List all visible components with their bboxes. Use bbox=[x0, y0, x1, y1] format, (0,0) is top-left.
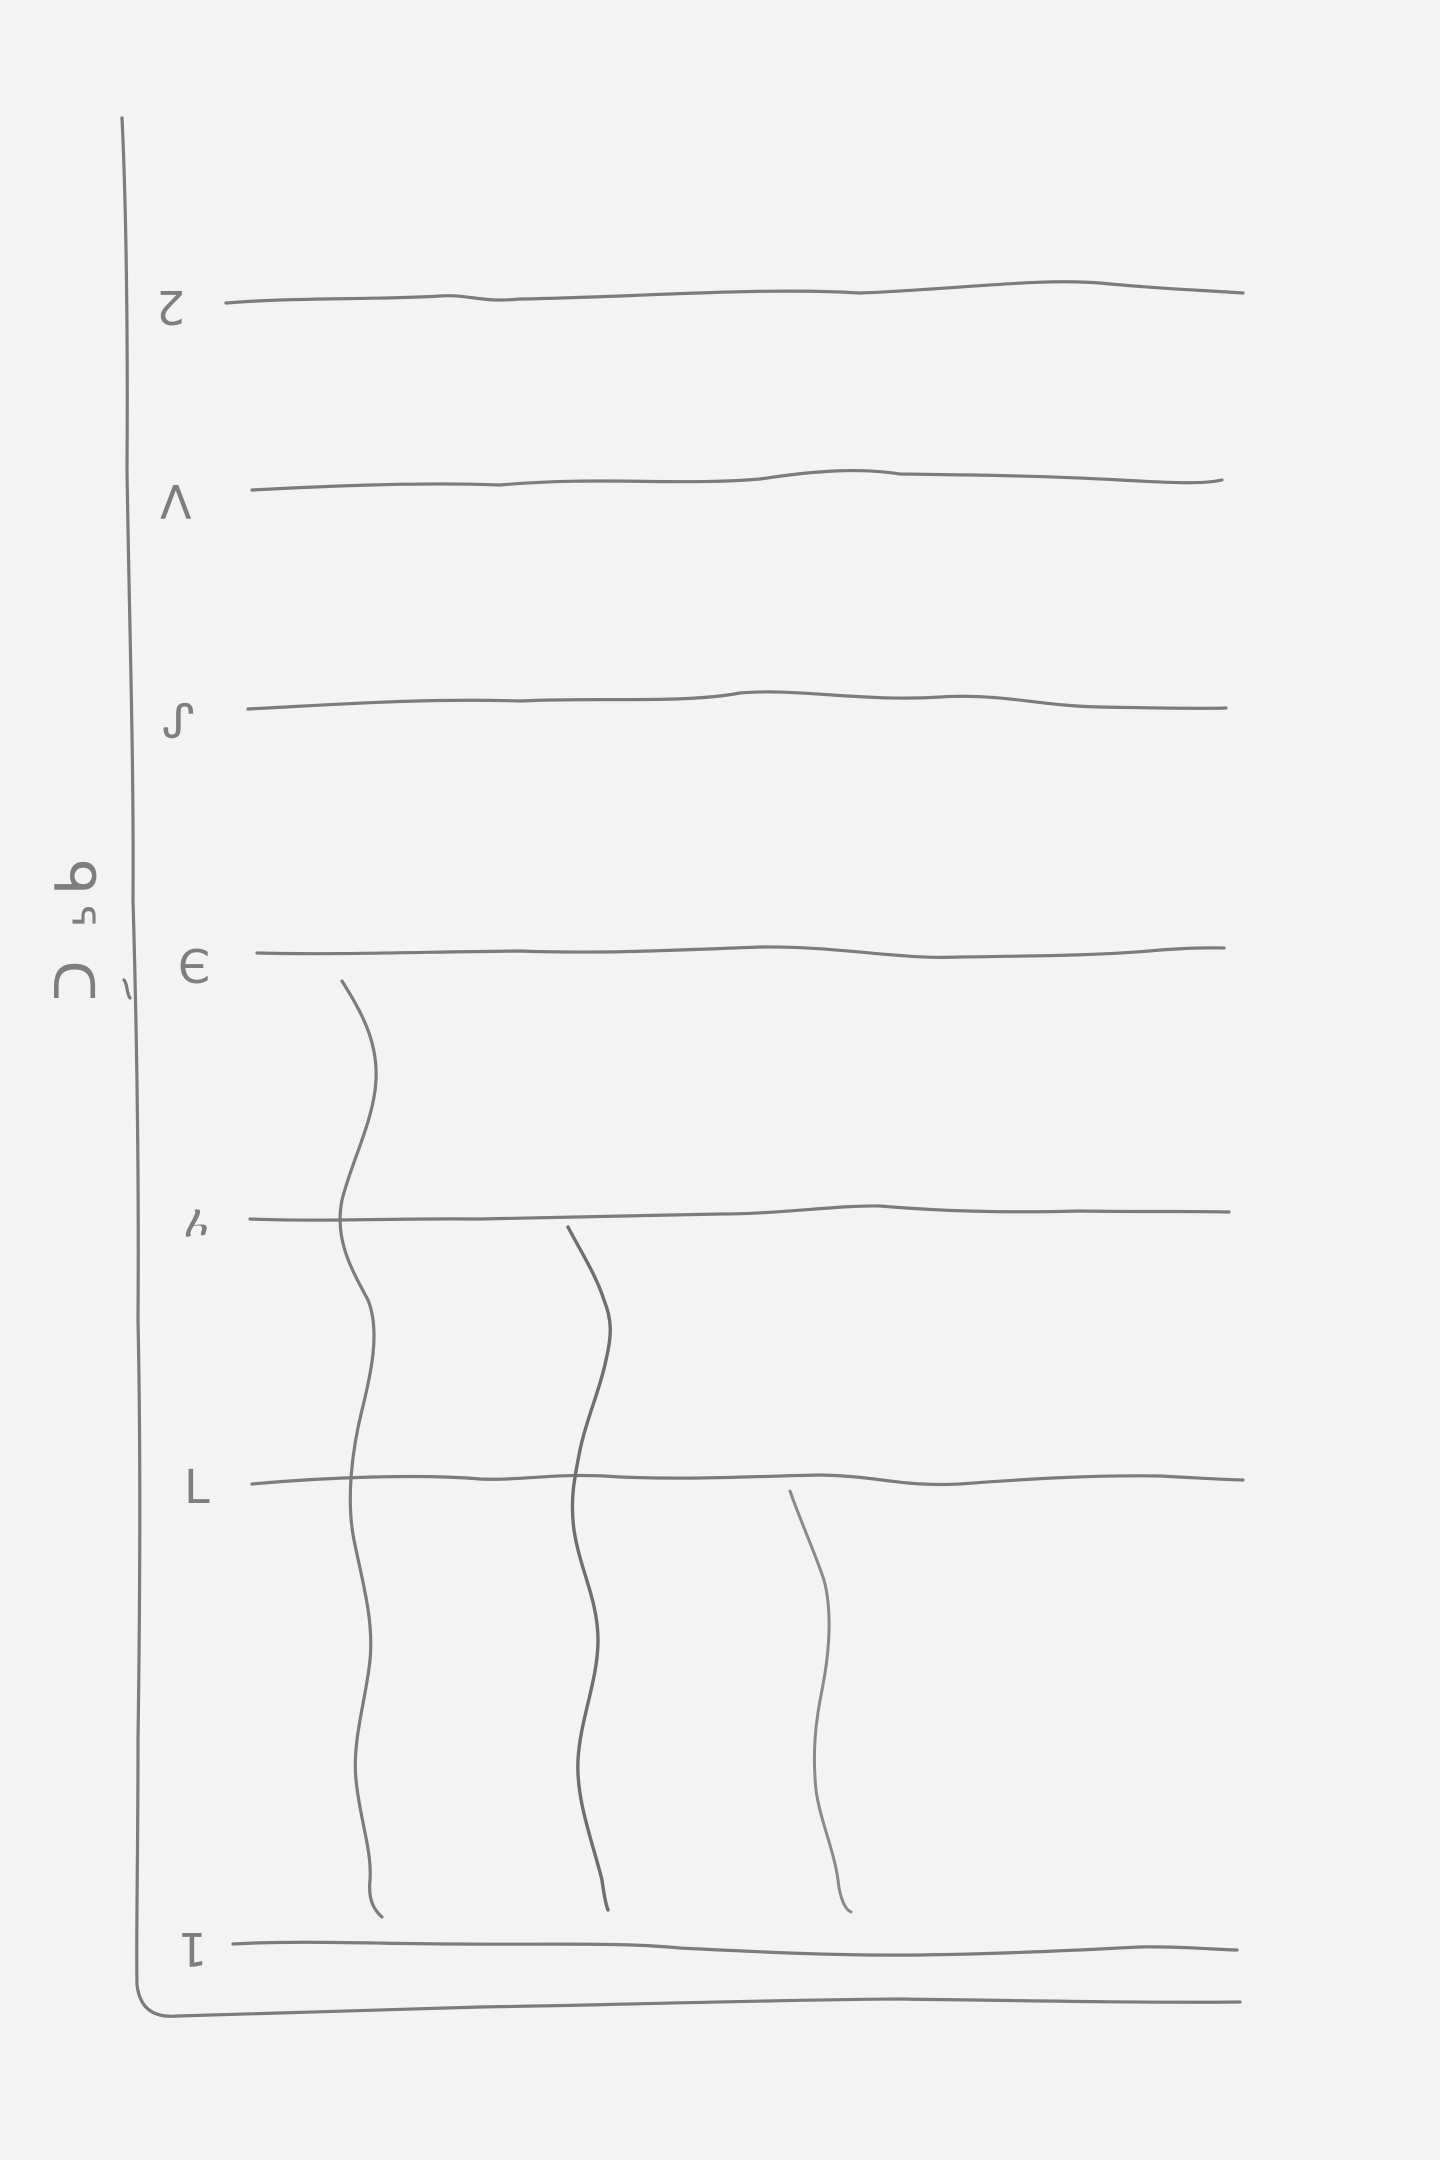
level-label-7: 1 bbox=[178, 1922, 208, 1976]
level-label-1: 2 bbox=[156, 280, 186, 334]
level-line-4 bbox=[255, 945, 1226, 959]
level-line-5 bbox=[248, 1204, 1231, 1222]
level-label-3: ᔑ bbox=[162, 693, 195, 747]
level-label-2: V bbox=[160, 474, 192, 528]
level-label-6: ᒣ bbox=[184, 1458, 213, 1512]
vertical-line-3 bbox=[788, 1489, 853, 1914]
left-border-line bbox=[120, 116, 1242, 2018]
level-line-2 bbox=[250, 468, 1224, 492]
level-line-7 bbox=[231, 1940, 1239, 1957]
vertical-line-1 bbox=[338, 979, 384, 1919]
vertical-line-2 bbox=[566, 1225, 612, 1912]
level-label-5: ሃ bbox=[184, 1198, 209, 1252]
axis-label: ᑫᕐ ᑕ bbox=[40, 860, 105, 1010]
level-line-1 bbox=[224, 280, 1245, 305]
level-line-6 bbox=[250, 1473, 1245, 1487]
level-label-4: Э bbox=[178, 938, 211, 992]
axis-tick-mark bbox=[122, 978, 132, 1000]
level-line-3 bbox=[246, 690, 1228, 711]
